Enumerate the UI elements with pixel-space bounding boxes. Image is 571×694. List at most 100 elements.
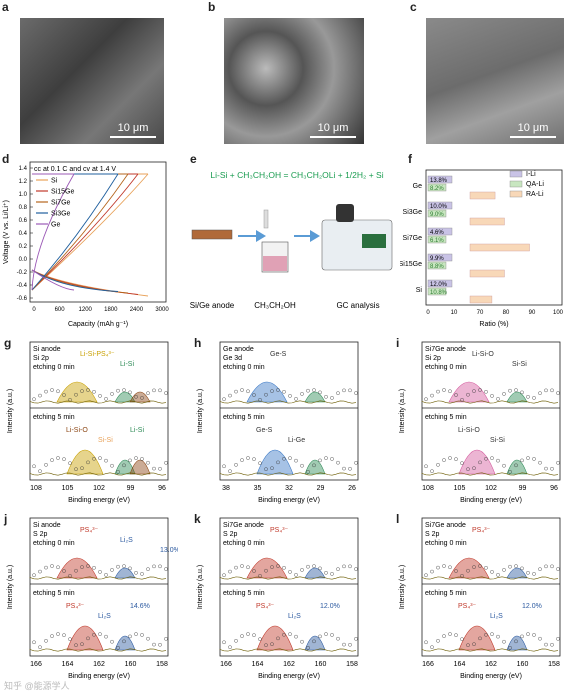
xps-title-line: etching 0 min [425,364,467,371]
xps-data-point [240,458,244,462]
f-ili-label: 9.9% [430,256,444,262]
xps-data-point [32,573,36,577]
xps-title-line: Si 2p [33,355,49,362]
xps-title-line: etching 0 min [223,540,265,547]
panel-label-c: c [410,0,417,14]
xps-data-point [50,458,54,462]
f-bar-ili [427,227,453,236]
xps-xtick: 162 [485,661,497,668]
xps-title-line: Si anode [33,522,61,529]
xps-data-point [44,463,48,467]
xps-data-point [228,393,232,398]
xps-data-point [306,564,310,569]
xps-data-point [550,642,554,647]
xps-data-point [62,569,66,573]
xps-data-point [122,463,126,468]
xps-data-point [152,466,156,471]
xps-data-point [258,574,262,578]
xps-data-point [430,469,434,473]
xps-data-point [44,639,48,643]
xps-frame [219,341,359,481]
xps-data-point [526,570,530,575]
xps-data-point [234,389,238,394]
xps-peak-label-bottom: 12.0% [522,603,542,610]
d-ytick: -0.4 [17,283,28,289]
xps-data-point [252,633,256,637]
xps-frame [219,517,359,657]
xps-data-point [306,645,310,650]
xps-peak-bottom [256,625,294,651]
xps-data-point [246,632,250,636]
xps-chart-g: Si anode Si 2p etching 0 min etching 5 min L… [7,341,169,504]
f-bar-qali [427,235,447,244]
xps-data-point [496,397,500,401]
xps-data-point [86,564,90,568]
xps-frame [421,517,561,657]
xps-data-point [472,642,476,646]
xps-data-point [164,461,168,465]
xps-data-point [276,564,280,568]
d-discharge-curve [31,269,75,291]
xps-data-point [74,467,78,471]
xps-envelope [421,576,559,580]
xps-xtick: 32 [285,485,293,492]
xps-envelope [29,472,167,476]
xps-peak-top [304,567,326,579]
xps-peak-label-top: PS₄³⁻ [80,527,99,534]
xps-data-point [330,633,334,637]
xps-data-point [80,642,84,646]
d-legend-Si15Ge: Si15Ge [51,189,74,196]
xps-data-point [68,574,72,578]
gc-panel [362,234,386,248]
xps-peak-top [506,391,528,403]
xps-peak-top [246,381,288,403]
xps-data-point [556,567,560,571]
d-xtick: 2400 [130,307,144,313]
xps-xtick: 166 [422,661,434,668]
xps-chart-h: Ge anode Ge 3d etching 0 min etching 5 min G… [197,341,359,504]
xps-peak-top [114,567,136,579]
xps-ylabel: Intensity (a.u.) [7,565,14,609]
xps-data-point [318,566,322,571]
xps-data-point [294,458,298,463]
xps-data-point [140,633,144,637]
panel-label-a: a [2,0,9,14]
panel-label-l: l [396,512,400,526]
xps-data-point [538,391,542,395]
xps-peak-label-bottom: PS₄³⁻ [458,603,477,610]
d-frame [29,161,167,303]
arrow-2 [294,230,320,242]
xps-xtick: 158 [548,661,560,668]
xps-data-point [38,469,42,473]
d-yticks: 1.4 1.2 1.0 0.8 0.6 0.4 0.2 0.0 -0.2 -0.4 -0.6 [17,166,33,302]
xps-data-point [538,460,542,465]
xps-data-point [550,466,554,471]
xps-data-point [128,390,132,395]
xps-data-point [306,388,310,393]
xps-data-point [354,567,358,571]
xps-etch-5min: etching 5 min [33,414,75,421]
xps-peak-label-top: PS₄³⁻ [472,527,491,534]
xps-peak-label-bottom: Li₂S [490,613,503,620]
xps-xtick: 164 [454,661,466,668]
xps-data-point [56,389,60,394]
d-note: cc at 0.1 C and cv at 1.4 V [34,166,116,173]
f-bar-ili [427,279,453,288]
xps-data-point [496,573,500,577]
xps-data-point [514,388,518,392]
f-ili-label: 12.0% [430,282,448,288]
xps-peak-label-top: 13.0% [160,547,178,554]
f-qali-label: 8.8% [430,264,444,270]
f-row-Si3Ge: Si3Ge [403,209,423,216]
xps-peak-bottom [66,625,104,651]
d-legend-Si7Ge: Si7Ge [51,200,71,207]
xps-data-point [484,456,488,461]
xps-data-point [466,467,470,471]
xps-peak-top [448,557,490,579]
f-legend-swatch [509,190,523,198]
d-xtick: 3000 [155,307,169,313]
xps-data-point [128,458,132,463]
xps-data-point [300,463,304,468]
xps-peak-label-bottom: Li-Si-O [66,427,88,434]
xps-data-point [448,389,452,394]
